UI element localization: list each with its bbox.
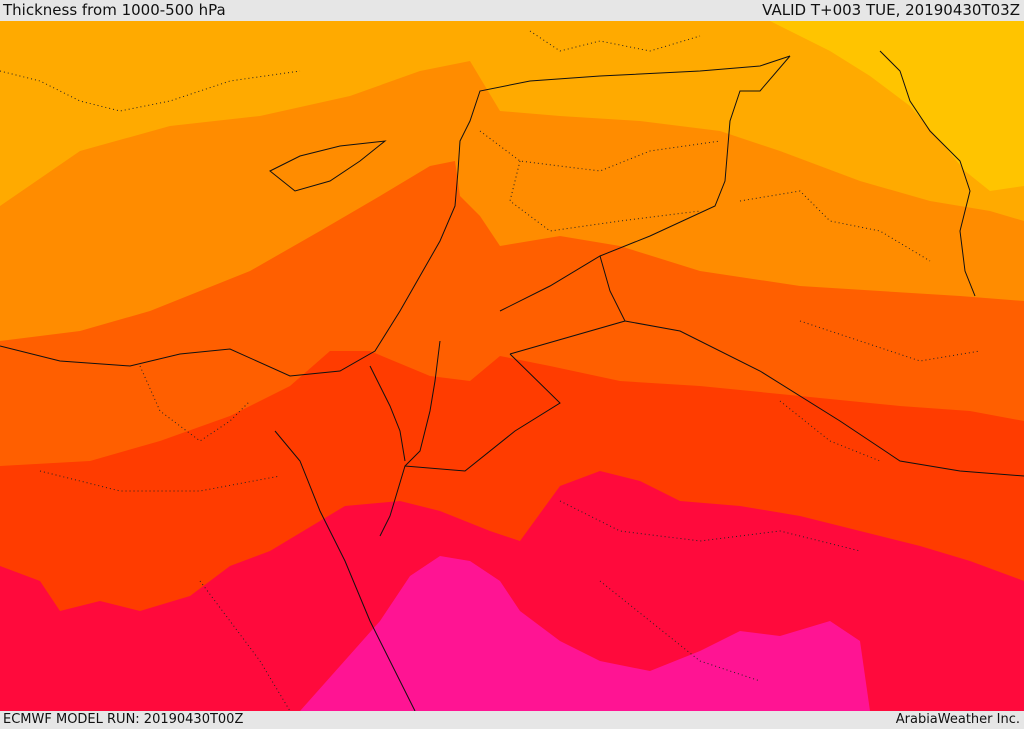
band-yellow: [770, 21, 1024, 191]
country-borders: [0, 50, 1024, 711]
map-canvas: [0, 21, 1024, 711]
thickness-map[interactable]: [0, 21, 1024, 711]
valid-time: VALID T+003 TUE, 20190430T03Z: [762, 1, 1020, 19]
band-magenta: [300, 556, 870, 711]
credit-text: ArabiaWeather Inc.: [895, 712, 1020, 727]
footer-bar: ECMWF MODEL RUN: 20190430T00Z ArabiaWeat…: [0, 711, 1024, 729]
header-bar: Thickness from 1000-500 hPa VALID T+003 …: [0, 0, 1024, 21]
model-run: ECMWF MODEL RUN: 20190430T00Z: [3, 712, 244, 727]
map-title: Thickness from 1000-500 hPa: [3, 1, 226, 19]
province-borders: [0, 30, 981, 711]
